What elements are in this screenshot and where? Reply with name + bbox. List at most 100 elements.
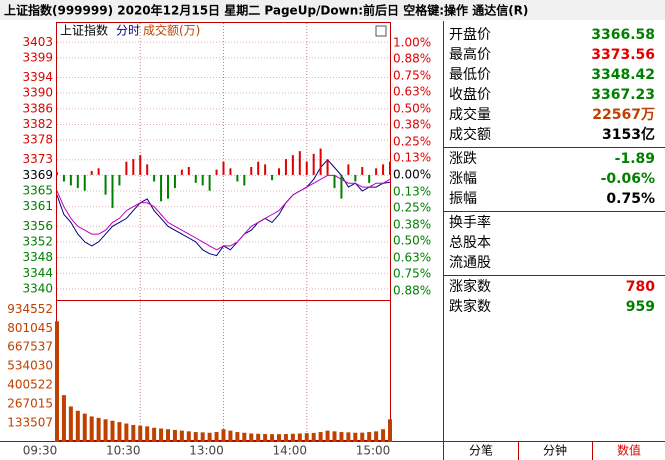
window-title: 上证指数(999999) 2020年12月15日 星期二 PageUp/Down… — [4, 3, 528, 18]
info-label: 最高价 — [449, 46, 491, 63]
info-label: 总股本 — [449, 235, 491, 251]
volume-bar — [325, 430, 330, 442]
breadth-bar — [291, 155, 294, 175]
volume-bar — [159, 428, 164, 442]
breadth-bar — [62, 174, 65, 182]
volume-bar — [82, 413, 87, 442]
breadth-bar — [132, 159, 135, 175]
y2-tick-label: 0.63% — [393, 251, 431, 265]
breadth-bar — [90, 170, 93, 175]
volume-bar — [249, 433, 254, 442]
breadth-bar — [278, 168, 280, 175]
volume-bar — [179, 430, 184, 442]
volume-bar — [110, 420, 115, 442]
breadth-bar — [375, 168, 378, 175]
panel-icon[interactable] — [375, 25, 387, 37]
info-value: 3348.42 — [591, 67, 655, 83]
breadth-bar — [201, 174, 204, 186]
breadth-bar — [69, 174, 72, 186]
breadth-bar — [243, 174, 246, 186]
breadth-bar — [389, 161, 391, 175]
tab[interactable]: 数值 — [617, 443, 641, 458]
x-tick-label: 15:00 — [356, 444, 391, 458]
volume-bar — [318, 432, 323, 442]
volume-bar — [61, 395, 66, 442]
info-label: 振幅 — [449, 191, 477, 207]
volume-bar — [290, 433, 295, 442]
volume-bar — [360, 432, 365, 442]
y2-tick-label: 0.50% — [393, 233, 431, 247]
breadth-bar — [319, 148, 322, 175]
volume-bar — [388, 419, 392, 442]
info-panel: 开盘价 3366.58 最高价 3373.56 最低价 3348.42 收盘价 3367.23… — [444, 26, 665, 460]
y2-tick-label: 0.38% — [393, 117, 431, 131]
volume-tick-label: 801045 — [7, 321, 53, 335]
info-value: 0.75% — [606, 191, 655, 207]
chart-title: 上证指数 — [60, 23, 108, 38]
volume-bar — [339, 432, 344, 442]
tab[interactable]: 分钟 — [543, 443, 567, 458]
breadth-bar — [264, 164, 267, 175]
volume-tick-label: 267015 — [7, 397, 53, 411]
breadth-bar — [298, 151, 301, 175]
y-tick-label: 3361 — [22, 199, 53, 213]
volume-tick-label: 133507 — [7, 416, 53, 430]
info-label: 最低价 — [449, 67, 491, 83]
volume-bar — [172, 429, 177, 442]
volume-bar — [55, 321, 59, 442]
volume-bar — [297, 433, 302, 442]
info-label: 涨家数 — [449, 278, 491, 295]
x-tick-label: 09:30 — [23, 444, 58, 458]
x-tick-label: 14:00 — [272, 444, 307, 458]
x-tick-label: 13:00 — [189, 444, 224, 458]
breadth-bar — [312, 153, 315, 175]
breadth-bar — [250, 167, 253, 175]
breadth-bar — [118, 174, 121, 186]
breadth-bar — [257, 161, 260, 175]
y2-tick-label: 0.13% — [393, 150, 431, 164]
volume-bar — [381, 429, 386, 442]
breadth-bar — [208, 174, 211, 191]
volume-bar — [270, 434, 275, 442]
info-value: 3153亿 — [602, 126, 655, 143]
y-tick-label: 3390 — [22, 86, 53, 100]
y-tick-label: 3382 — [22, 117, 53, 131]
y2-tick-label: 0.25% — [393, 134, 431, 148]
volume-bar — [374, 431, 379, 442]
y-tick-label: 3403 — [22, 35, 53, 49]
volume-tick-label: 934552 — [7, 302, 53, 316]
volume-bar — [311, 432, 316, 442]
tab[interactable]: 分笔 — [469, 443, 493, 458]
volume-bar — [214, 432, 219, 442]
info-value: 3367.23 — [591, 87, 655, 103]
volume-tick-label: 667537 — [7, 340, 53, 354]
breadth-bar — [187, 167, 190, 175]
volume-bar — [263, 434, 268, 442]
y-tick-label: 3365 — [22, 184, 53, 198]
breadth-bar — [284, 159, 287, 175]
breadth-bar — [194, 174, 197, 183]
volume-bar — [277, 434, 281, 442]
volume-bar — [346, 432, 351, 442]
breadth-bar — [305, 161, 308, 175]
breadth-bar — [222, 161, 225, 175]
info-label: 流通股 — [449, 255, 491, 271]
info-label: 成交量 — [449, 106, 491, 123]
volume-bar — [89, 416, 94, 442]
info-value: -0.06% — [601, 171, 655, 187]
info-label: 收盘价 — [449, 86, 491, 103]
breadth-bar — [76, 174, 79, 189]
breadth-bar — [160, 174, 163, 202]
y2-tick-label: 1.00% — [393, 36, 431, 50]
info-value: 22567万 — [592, 107, 655, 123]
volume-bar — [145, 426, 150, 442]
breadth-bar — [215, 169, 218, 175]
volume-bar — [256, 433, 261, 442]
y-tick-label: 3378 — [22, 133, 53, 147]
volume-bar — [283, 434, 288, 442]
y2-tick-label: 0.50% — [393, 101, 431, 115]
info-label: 跌家数 — [449, 298, 491, 315]
breadth-bar — [333, 174, 336, 189]
